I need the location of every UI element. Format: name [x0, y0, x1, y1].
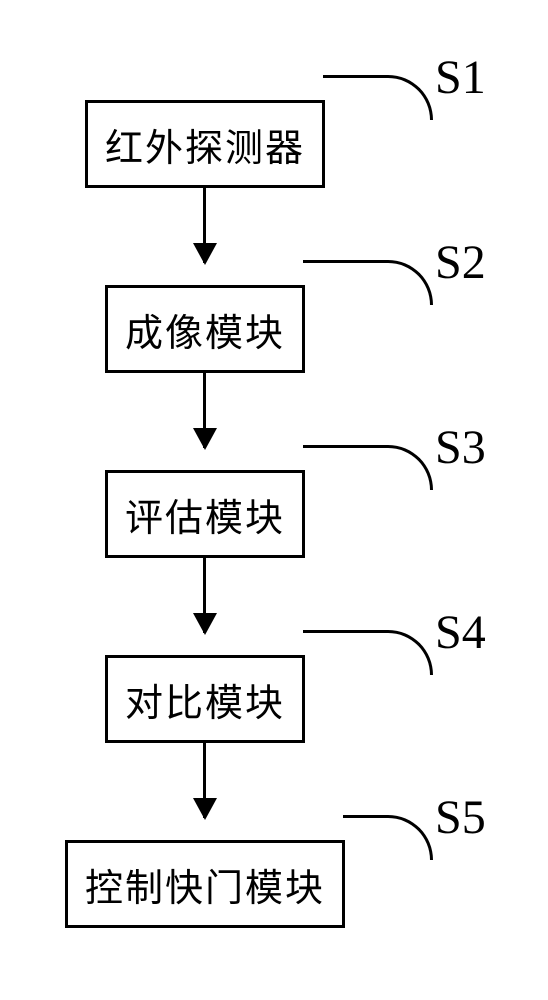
connector-s2: [303, 260, 433, 305]
node-s5-text: 控制快门模块: [85, 857, 325, 912]
connector-s5: [343, 815, 433, 860]
node-s1: 红外探测器: [85, 100, 325, 188]
label-s5: S5: [435, 790, 486, 845]
node-s4: 对比模块: [105, 655, 305, 743]
connector-s3: [303, 445, 433, 490]
label-s1: S1: [435, 50, 486, 105]
connector-s1: [323, 75, 433, 120]
label-s2: S2: [435, 235, 486, 290]
arrow-2: [203, 373, 206, 448]
node-s5: 控制快门模块: [65, 840, 345, 928]
label-s3: S3: [435, 420, 486, 475]
node-s2: 成像模块: [105, 285, 305, 373]
arrow-1: [203, 188, 206, 263]
node-s3-text: 评估模块: [125, 487, 285, 542]
node-s2-text: 成像模块: [125, 302, 285, 357]
node-s3: 评估模块: [105, 470, 305, 558]
connector-s4: [303, 630, 433, 675]
arrow-4: [203, 743, 206, 818]
label-s4: S4: [435, 605, 486, 660]
node-s4-text: 对比模块: [125, 672, 285, 727]
node-s1-text: 红外探测器: [105, 117, 305, 172]
arrow-3: [203, 558, 206, 633]
